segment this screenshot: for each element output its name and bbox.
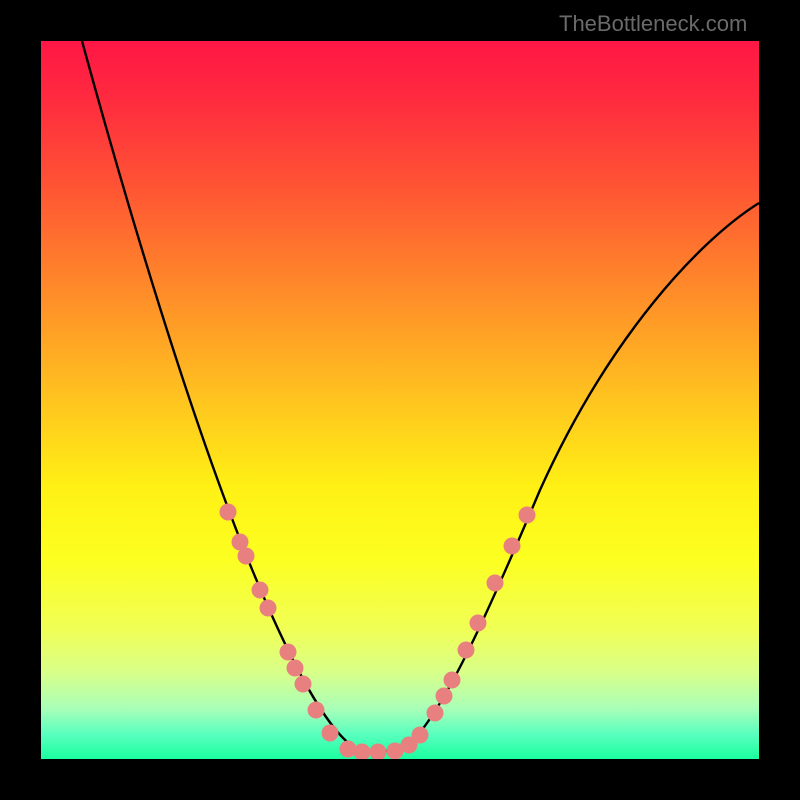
- marker-point: [308, 702, 325, 719]
- marker-point: [340, 741, 357, 758]
- marker-point: [412, 727, 429, 744]
- marker-point: [322, 725, 339, 742]
- watermark-text: TheBottleneck.com: [559, 11, 747, 37]
- curve-layer: [0, 0, 800, 800]
- marker-group: [220, 504, 536, 761]
- marker-point: [280, 644, 297, 661]
- marker-point: [220, 504, 237, 521]
- marker-point: [427, 705, 444, 722]
- marker-point: [458, 642, 475, 659]
- marker-point: [287, 660, 304, 677]
- marker-point: [252, 582, 269, 599]
- marker-point: [370, 744, 387, 761]
- bottleneck-curve: [82, 41, 759, 751]
- marker-point: [260, 600, 277, 617]
- marker-point: [444, 672, 461, 689]
- marker-point: [436, 688, 453, 705]
- marker-point: [354, 744, 371, 761]
- marker-point: [487, 575, 504, 592]
- marker-point: [295, 676, 312, 693]
- marker-point: [519, 507, 536, 524]
- marker-point: [504, 538, 521, 555]
- marker-point: [470, 615, 487, 632]
- marker-point: [238, 548, 255, 565]
